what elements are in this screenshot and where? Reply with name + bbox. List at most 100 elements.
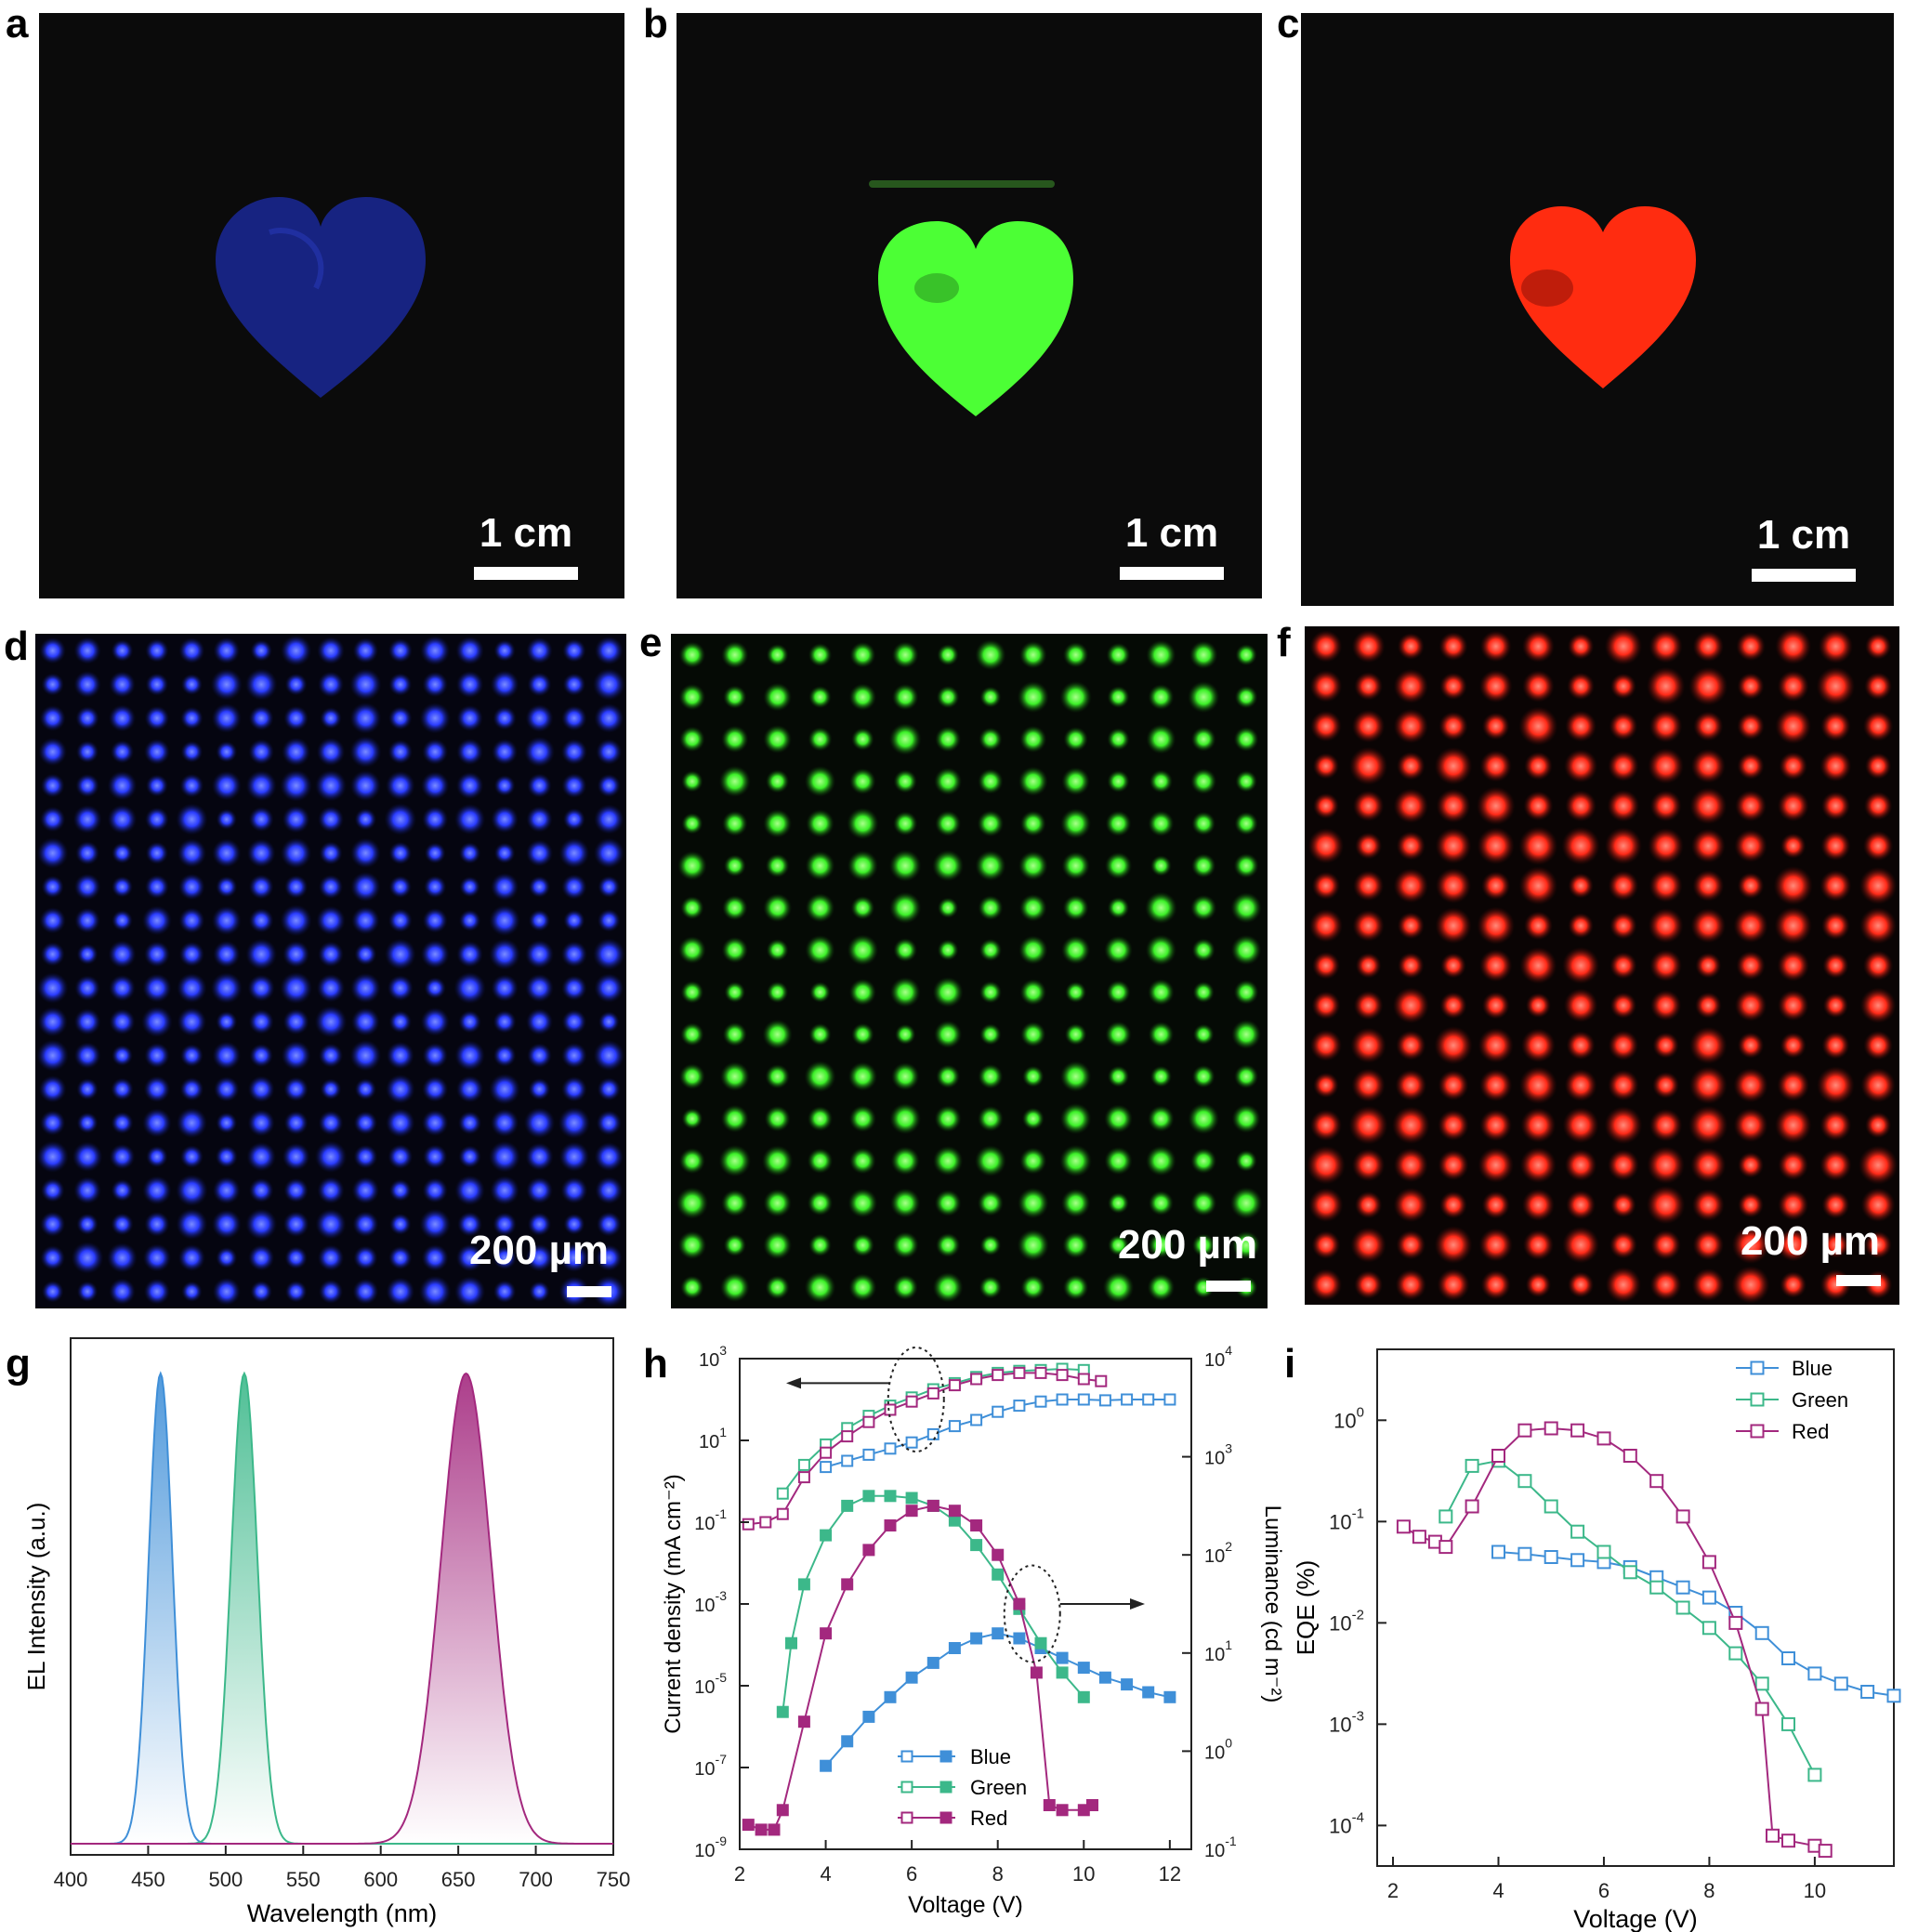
pixel-dot bbox=[111, 1111, 134, 1135]
eqe-green-point bbox=[1465, 1458, 1479, 1473]
pixel-dot bbox=[979, 939, 1003, 962]
pixel-dot bbox=[386, 1041, 414, 1070]
pixel-dot bbox=[1567, 672, 1595, 701]
pixel-dot bbox=[109, 1008, 136, 1035]
pixel-dot bbox=[680, 1022, 704, 1046]
pixel-dot bbox=[349, 702, 382, 734]
pixel-dot bbox=[216, 808, 237, 830]
pixel-dot bbox=[1692, 630, 1725, 663]
current-blue-point bbox=[905, 1436, 918, 1449]
pixel-dot bbox=[1646, 1185, 1686, 1225]
pixel-dot bbox=[1018, 766, 1048, 796]
pixel-dot bbox=[1235, 644, 1257, 666]
pixel-dot bbox=[491, 805, 519, 834]
pixel-dot bbox=[1312, 793, 1339, 820]
pixel-dot bbox=[719, 1272, 750, 1303]
eqe-red-point bbox=[1412, 1530, 1426, 1544]
pixel-dot bbox=[561, 772, 587, 798]
pixel-dot bbox=[490, 670, 519, 699]
pixel-dot bbox=[932, 1271, 964, 1303]
pixel-dot bbox=[1022, 1065, 1044, 1088]
pixel-dot bbox=[1397, 912, 1425, 940]
pixel-dot bbox=[1061, 767, 1090, 796]
pixel-dot bbox=[111, 639, 134, 662]
pixel-dot bbox=[210, 668, 243, 701]
pixel-dot bbox=[281, 1040, 311, 1071]
pixel-dot bbox=[1608, 870, 1639, 901]
luminance-green-point bbox=[841, 1499, 854, 1512]
pixel-dot bbox=[525, 839, 554, 867]
pixel-dot bbox=[421, 1110, 449, 1137]
pixel-dot bbox=[143, 739, 170, 765]
current-blue-point bbox=[841, 1454, 854, 1467]
pixel-dot bbox=[353, 1111, 378, 1136]
eqe-blue-point bbox=[1807, 1666, 1822, 1681]
luminance-green-line bbox=[782, 1494, 1085, 1713]
pixel-dot bbox=[597, 773, 621, 798]
pixel-dot bbox=[1018, 850, 1048, 881]
pixel-dot bbox=[1059, 1060, 1092, 1093]
pixel-dot bbox=[1608, 1030, 1639, 1061]
pixel-dot bbox=[284, 673, 308, 696]
chart-eqe: 2 4 6 8 10 100 10-1 10-2 10-3 10-4 Blue Green Red Vol… bbox=[1292, 1348, 1901, 1932]
pixel-dot bbox=[320, 1078, 342, 1100]
pixel-dot bbox=[176, 1107, 207, 1138]
pixel-dot bbox=[678, 1148, 706, 1175]
pixel-dot bbox=[1395, 1268, 1427, 1301]
pixel-dot bbox=[143, 940, 170, 967]
luminance-red-point bbox=[768, 1823, 781, 1836]
eqe-green-point bbox=[1807, 1768, 1822, 1782]
pixel-dot bbox=[1735, 790, 1767, 822]
pixel-dot bbox=[316, 974, 346, 1003]
luminance-red-point bbox=[992, 1548, 1005, 1561]
spectrum-fill-red bbox=[71, 1373, 613, 1844]
y-tick-label: 10-2 bbox=[1329, 1607, 1364, 1635]
pixel-dot bbox=[456, 940, 483, 968]
eqe-blue-point bbox=[1675, 1580, 1690, 1595]
pixel-dot bbox=[1478, 669, 1513, 703]
pixel-dot bbox=[210, 972, 243, 1005]
pixel-dot bbox=[282, 940, 310, 968]
pixel-dot bbox=[1649, 1109, 1683, 1142]
current-blue-point bbox=[1056, 1393, 1069, 1406]
pixel-dot bbox=[1308, 1188, 1344, 1223]
pixel-dot bbox=[1311, 1230, 1341, 1259]
pixel-dot bbox=[1609, 992, 1637, 1019]
pixel-dot bbox=[1773, 865, 1813, 906]
pixel-dot bbox=[179, 1145, 204, 1169]
pixel-dot bbox=[1478, 1027, 1514, 1063]
eqe-green-point bbox=[1544, 1499, 1558, 1514]
pixel-dot bbox=[1350, 1227, 1386, 1263]
eqe-green-point bbox=[1701, 1621, 1716, 1636]
pixel-dot bbox=[563, 909, 585, 932]
pixel-dot bbox=[1191, 1233, 1215, 1257]
pixel-dot bbox=[1777, 1069, 1810, 1102]
pixel-dot bbox=[145, 638, 169, 663]
x-tick-label: 400 bbox=[54, 1868, 88, 1891]
pixel-dot bbox=[723, 854, 746, 877]
y-axis-label: EL Intensity (a.u.) bbox=[22, 1503, 50, 1691]
pixel-dot bbox=[1737, 672, 1765, 700]
pixel-dot bbox=[1821, 1031, 1850, 1059]
pixel-dot bbox=[109, 1278, 136, 1306]
pixel-dot bbox=[1312, 753, 1340, 780]
pixel-dot bbox=[805, 935, 835, 966]
eqe-green-point bbox=[1781, 1716, 1795, 1731]
pixel-dot bbox=[144, 1043, 170, 1069]
pixel-dot bbox=[1395, 1069, 1427, 1101]
pixel-dot bbox=[1688, 1105, 1728, 1146]
pixel-dot bbox=[215, 1145, 238, 1168]
pixel-dot bbox=[1737, 752, 1765, 780]
scale-bar-f bbox=[1836, 1275, 1881, 1286]
pixel-dot bbox=[766, 643, 789, 666]
pixel-dot bbox=[1190, 727, 1216, 752]
pixel-dot bbox=[719, 1061, 750, 1092]
pixel-dot bbox=[282, 737, 311, 767]
pixel-dot bbox=[1353, 991, 1384, 1020]
pixel-dot bbox=[1607, 1149, 1639, 1181]
pixel-dot bbox=[979, 1234, 1002, 1256]
pixel-dot bbox=[935, 1232, 961, 1258]
panel-a: 1 cm a bbox=[6, 1, 624, 598]
x-tick-label: 2 bbox=[1387, 1879, 1399, 1902]
array-background bbox=[671, 634, 1268, 1308]
